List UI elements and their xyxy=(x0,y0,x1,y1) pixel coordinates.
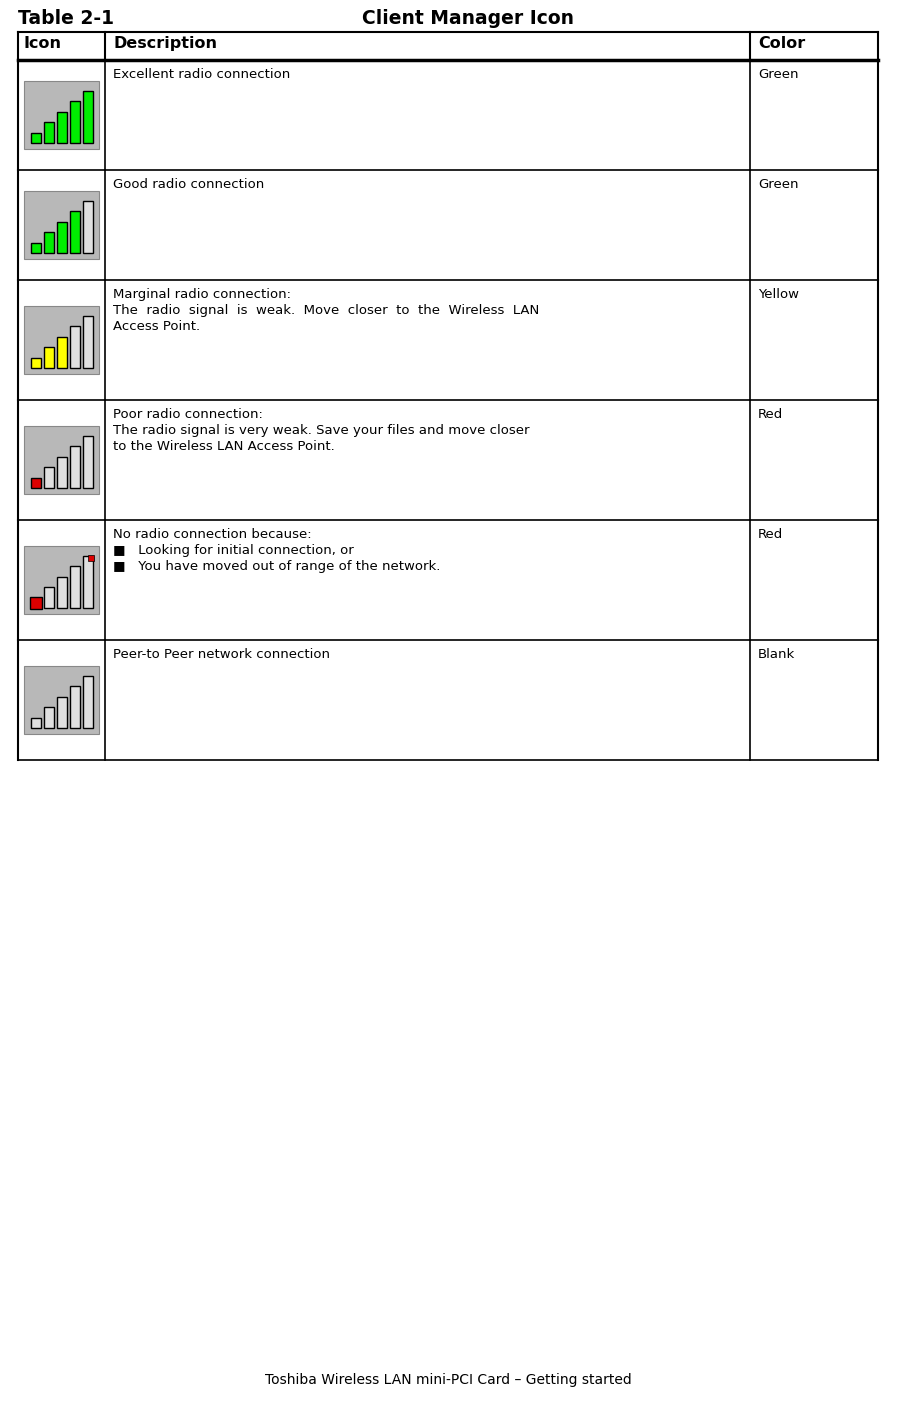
Text: Peer-to Peer network connection: Peer-to Peer network connection xyxy=(113,648,330,661)
Bar xyxy=(43,122,54,143)
Bar xyxy=(57,112,66,143)
Bar xyxy=(83,91,92,143)
Text: Blank: Blank xyxy=(758,648,796,661)
Bar xyxy=(83,316,92,368)
Bar xyxy=(69,327,80,368)
Bar xyxy=(24,191,99,259)
Text: Red: Red xyxy=(758,408,783,422)
Bar xyxy=(69,446,80,488)
Text: Table 2-1: Table 2-1 xyxy=(18,8,114,28)
Text: Marginal radio connection:: Marginal radio connection: xyxy=(113,289,291,301)
Bar xyxy=(43,467,54,488)
Bar xyxy=(30,717,40,727)
Text: Good radio connection: Good radio connection xyxy=(113,178,265,191)
Bar xyxy=(43,587,54,608)
Bar xyxy=(24,81,99,149)
Bar xyxy=(24,306,99,374)
Bar xyxy=(30,597,41,608)
Bar xyxy=(69,211,80,253)
Bar xyxy=(57,222,66,253)
Text: Red: Red xyxy=(758,528,783,541)
Text: Excellent radio connection: Excellent radio connection xyxy=(113,68,291,81)
Bar xyxy=(30,597,40,608)
Bar xyxy=(69,686,80,727)
Text: No radio connection because:: No radio connection because: xyxy=(113,528,311,541)
Bar xyxy=(24,666,99,734)
Bar xyxy=(30,358,40,368)
Bar xyxy=(83,436,92,488)
Bar xyxy=(83,676,92,727)
Bar xyxy=(43,708,54,727)
Text: Access Point.: Access Point. xyxy=(113,320,200,333)
Text: The radio signal is very weak. Save your files and move closer: The radio signal is very weak. Save your… xyxy=(113,424,529,437)
Text: Description: Description xyxy=(113,35,217,51)
Text: Toshiba Wireless LAN mini-PCI Card – Getting started: Toshiba Wireless LAN mini-PCI Card – Get… xyxy=(265,1373,631,1387)
Bar xyxy=(88,555,93,560)
Text: Poor radio connection:: Poor radio connection: xyxy=(113,408,263,422)
Bar xyxy=(57,457,66,488)
Bar xyxy=(30,133,40,143)
Text: ■   You have moved out of range of the network.: ■ You have moved out of range of the net… xyxy=(113,560,440,573)
Bar xyxy=(43,347,54,368)
Text: ■   Looking for initial connection, or: ■ Looking for initial connection, or xyxy=(113,543,353,558)
Bar xyxy=(83,556,92,608)
Text: Yellow: Yellow xyxy=(758,289,799,301)
Text: Icon: Icon xyxy=(23,35,61,51)
Bar xyxy=(24,426,99,494)
Text: Green: Green xyxy=(758,68,798,81)
Bar xyxy=(24,546,99,614)
Bar xyxy=(57,696,66,727)
Text: to the Wireless LAN Access Point.: to the Wireless LAN Access Point. xyxy=(113,440,335,453)
Bar xyxy=(57,577,66,608)
Bar xyxy=(83,201,92,253)
Bar xyxy=(30,478,40,488)
Text: Client Manager Icon: Client Manager Icon xyxy=(362,8,574,28)
Text: Green: Green xyxy=(758,178,798,191)
Bar xyxy=(30,242,40,253)
Bar xyxy=(69,566,80,608)
Bar xyxy=(43,232,54,253)
Text: The  radio  signal  is  weak.  Move  closer  to  the  Wireless  LAN: The radio signal is weak. Move closer to… xyxy=(113,304,539,317)
Bar xyxy=(57,337,66,368)
Bar xyxy=(69,102,80,143)
Text: Color: Color xyxy=(758,35,806,51)
